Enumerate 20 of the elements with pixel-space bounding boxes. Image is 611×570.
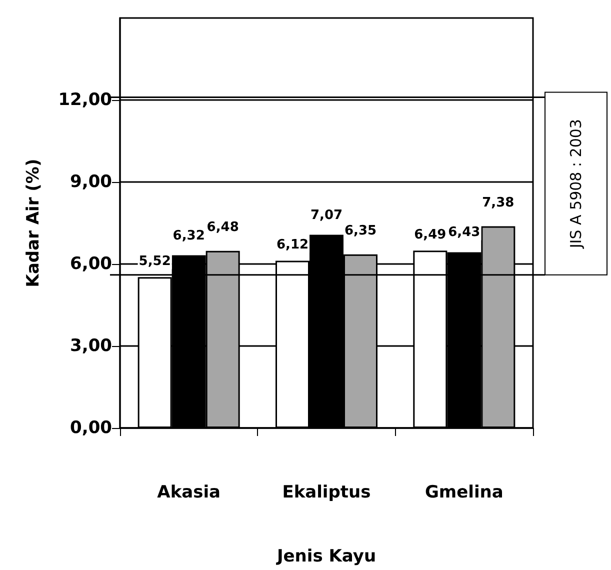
x-tick-label: Gmelina (424, 482, 504, 502)
text: JIS A 5908 : 2003 (567, 119, 585, 250)
y-tick-label: 9,00 (70, 172, 112, 192)
data-label: 6,35 (344, 223, 377, 238)
data-label: 7,38 (482, 195, 514, 210)
x-tick-label: Ekaliptus (282, 482, 371, 502)
x-axis-title: Jenis Kayu (276, 546, 376, 566)
data-label: 6,12 (276, 238, 309, 253)
y-tick-label: 0,00 (70, 418, 112, 438)
data-label: 6,49 (414, 228, 446, 243)
x-tick-label: Akasia (157, 482, 221, 502)
data-label: 6,32 (172, 228, 205, 244)
y-axis-title: Kadar Air (%) (24, 158, 44, 288)
y-tick-label: 6,00 (70, 254, 112, 274)
y-tick-label: 3,00 (70, 336, 112, 356)
data-label: 7,07 (310, 208, 343, 223)
y-tick-label: 12,00 (58, 90, 112, 110)
data-label: 5,52 (138, 254, 171, 270)
data-label: 6,43 (448, 225, 480, 240)
data-label: 6,48 (206, 220, 239, 235)
